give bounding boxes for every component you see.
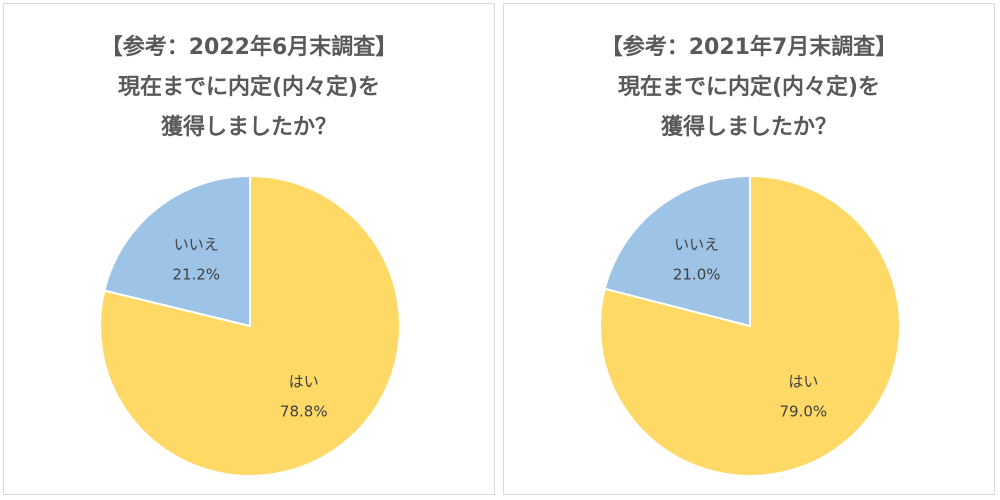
chart-title-line-2: 現在までに内定(内々定)を (117, 75, 381, 100)
chart-title: 【参考：2022年6月末調査】 現在までに内定(内々定)を 獲得しましたか？ (4, 28, 494, 148)
pie-slice-1 (103, 174, 251, 328)
chart-title: 【参考：2021年7月末調査】 現在までに内定(内々定)を 獲得しましたか？ (504, 28, 994, 148)
slice-value-label: 78.8% (280, 402, 328, 420)
pie-chart-2021: はい 79.0% いいえ 21.0% (599, 174, 901, 477)
chart-title-line-1: 【参考：2022年6月末調査】 (100, 35, 398, 60)
pie-slice-1 (603, 174, 751, 328)
chart-title-line-2: 現在までに内定(内々定)を (617, 75, 881, 100)
pie-chart-2022: はい 78.8% いいえ 21.2% (99, 174, 401, 477)
chart-title-line-3: 獲得しましたか？ (660, 115, 837, 140)
slice-category-label: いいえ (174, 236, 219, 254)
slice-category-label: はい (788, 373, 818, 391)
slice-category-label: はい (289, 372, 319, 390)
chart-title-line-3: 獲得しましたか？ (160, 115, 337, 140)
slice-value-label: 21.2% (172, 266, 220, 284)
chart-title-line-1: 【参考：2021年7月末調査】 (600, 35, 898, 60)
slice-category-label: いいえ (674, 235, 719, 253)
chart-panel-2021: 【参考：2021年7月末調査】 現在までに内定(内々定)を 獲得しましたか？ は… (503, 3, 995, 495)
slice-value-label: 79.0% (779, 403, 827, 421)
slice-value-label: 21.0% (673, 265, 721, 283)
chart-panel-2022: 【参考：2022年6月末調査】 現在までに内定(内々定)を 獲得しましたか？ は… (3, 3, 495, 495)
